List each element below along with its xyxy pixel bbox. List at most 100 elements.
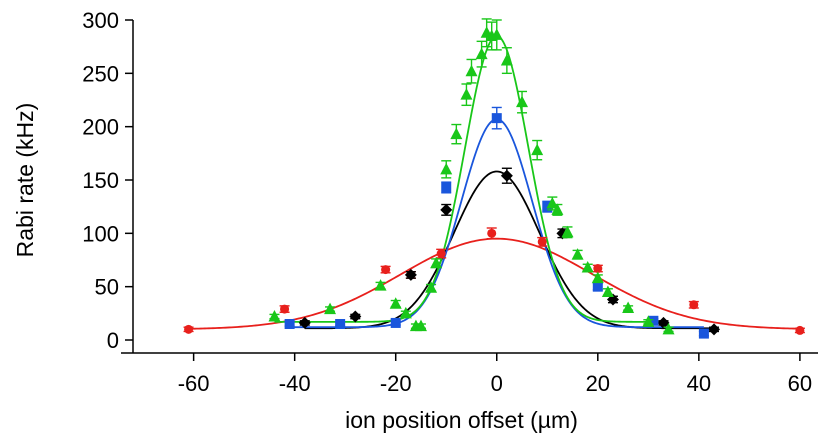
- y-tick-label: 50: [95, 275, 119, 300]
- data-point: [490, 19, 503, 51]
- marker-circle: [184, 324, 194, 334]
- data-point: [404, 268, 417, 281]
- y-tick-label: 300: [82, 8, 119, 33]
- marker-circle: [593, 264, 603, 274]
- data-point: [571, 248, 584, 260]
- marker-circle: [537, 237, 547, 247]
- data-point: [581, 260, 594, 273]
- marker-triangle: [425, 281, 438, 293]
- fit-curve-2: [289, 118, 704, 329]
- data-point: [486, 227, 497, 240]
- marker-triangle: [561, 225, 574, 238]
- marker-diamond: [657, 316, 670, 329]
- marker-triangle: [389, 297, 402, 309]
- data-point: [491, 106, 502, 130]
- data-point: [516, 90, 529, 114]
- data-point: [460, 83, 473, 107]
- data-point: [335, 319, 346, 329]
- marker-triangle: [571, 248, 584, 260]
- marker-circle: [381, 265, 391, 275]
- marker-triangle: [414, 319, 427, 332]
- marker-triangle: [324, 302, 337, 315]
- data-point: [592, 281, 603, 292]
- y-axis-title: Rabi rate (kHz): [12, 103, 38, 258]
- y-tick-label: 150: [82, 168, 119, 193]
- data-point: [708, 323, 721, 336]
- marker-square: [441, 182, 452, 193]
- marker-triangle: [374, 279, 387, 291]
- data-point: [561, 225, 574, 239]
- x-ticks: -60 -40 -20 0 20 40 60: [178, 353, 812, 396]
- data-point: [390, 317, 401, 328]
- data-point: [794, 325, 805, 335]
- data-point: [500, 167, 513, 184]
- data-point: [414, 319, 427, 332]
- data-point: [298, 316, 311, 329]
- x-tick-label: -60: [178, 371, 210, 396]
- marker-square: [335, 319, 346, 329]
- y-tick-label: 250: [82, 61, 119, 86]
- marker-triangle: [516, 95, 529, 108]
- marker-diamond: [404, 268, 417, 281]
- marker-triangle: [475, 47, 488, 60]
- data-point: [425, 281, 438, 293]
- data-point: [475, 40, 488, 68]
- marker-triangle: [268, 310, 281, 322]
- marker-circle: [689, 300, 699, 310]
- marker-triangle: [551, 203, 564, 215]
- data-point: [324, 302, 337, 315]
- x-tick-label: 60: [788, 371, 812, 396]
- marker-triangle: [430, 256, 443, 269]
- data-point: [441, 181, 452, 194]
- fit-curves: [188, 35, 800, 330]
- marker-circle: [487, 228, 497, 238]
- marker-triangle: [622, 301, 635, 313]
- data-point: [450, 123, 463, 145]
- marker-circle: [436, 249, 446, 259]
- marker-triangle: [460, 88, 473, 100]
- data-point: [622, 301, 635, 313]
- x-axis-title: ion position offset (µm): [345, 407, 578, 433]
- data-point: [642, 315, 655, 327]
- data-point: [657, 316, 670, 329]
- data-points: [183, 18, 805, 339]
- marker-triangle: [399, 306, 412, 319]
- data-point: [279, 304, 290, 314]
- data-point: [591, 271, 604, 284]
- marker-triangle: [601, 285, 614, 297]
- marker-triangle: [450, 127, 463, 140]
- data-point: [465, 58, 478, 84]
- x-tick-label: -40: [279, 371, 311, 396]
- data-point: [662, 322, 675, 335]
- x-tick-label: 40: [687, 371, 711, 396]
- data-point: [698, 328, 709, 339]
- marker-triangle: [531, 143, 544, 156]
- fit-curve-0: [188, 237, 800, 330]
- marker-triangle: [465, 64, 478, 77]
- marker-triangle: [642, 315, 655, 327]
- data-point: [500, 47, 513, 75]
- y-tick-label: 0: [107, 328, 119, 353]
- marker-triangle: [591, 271, 604, 284]
- x-tick-label: 20: [586, 371, 610, 396]
- y-tick-label: 100: [82, 221, 119, 246]
- marker-triangle: [440, 162, 453, 175]
- axes: [121, 20, 818, 354]
- data-point: [399, 306, 412, 319]
- y-tick-label: 200: [82, 115, 119, 140]
- marker-circle: [280, 304, 290, 314]
- marker-circle: [795, 325, 805, 335]
- marker-square: [491, 113, 502, 124]
- data-point: [374, 279, 387, 291]
- marker-triangle: [662, 322, 675, 335]
- x-tick-label: 0: [491, 371, 503, 396]
- y-ticks: 0 50 100 150 200 250 300: [82, 8, 133, 353]
- marker-square: [648, 315, 659, 326]
- data-point: [537, 236, 548, 247]
- data-point: [440, 203, 453, 216]
- marker-triangle: [546, 196, 559, 209]
- marker-square: [390, 317, 401, 328]
- data-point: [601, 285, 614, 297]
- marker-triangle: [500, 54, 513, 66]
